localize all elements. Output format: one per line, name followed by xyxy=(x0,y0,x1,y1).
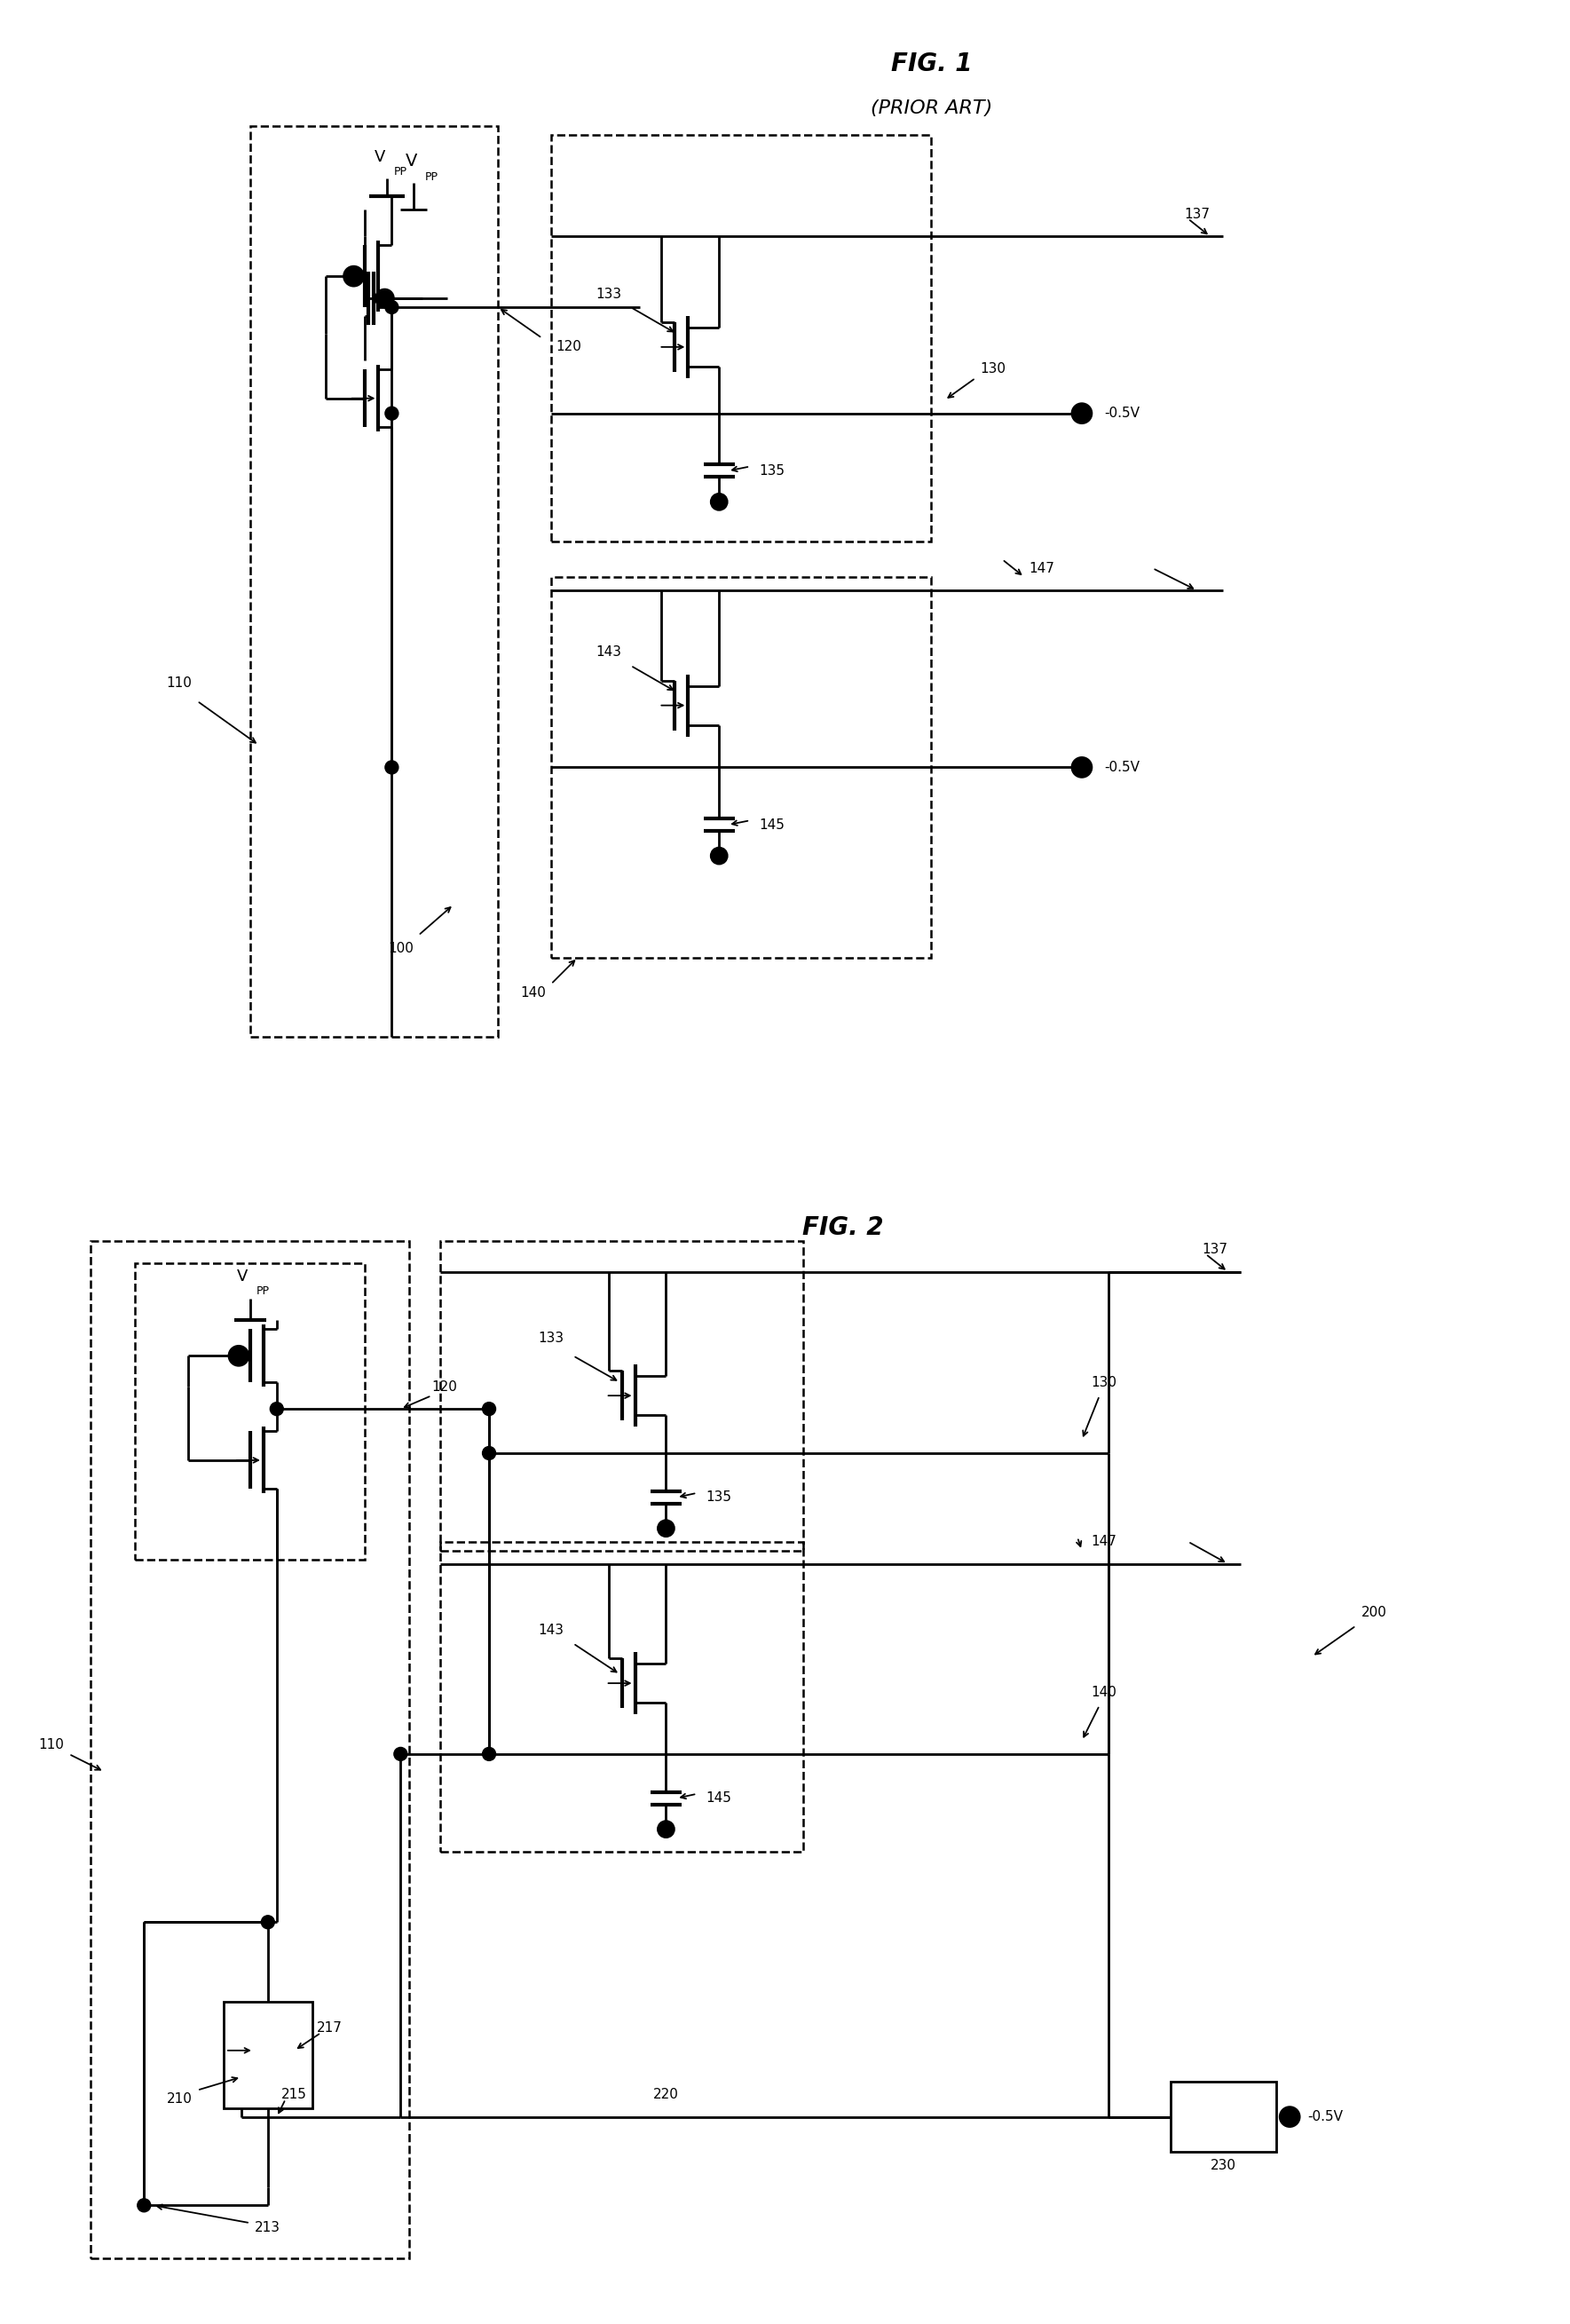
Bar xyxy=(441,1241,804,1550)
Circle shape xyxy=(394,1748,407,1762)
Text: 217: 217 xyxy=(317,2022,342,2036)
Circle shape xyxy=(711,848,727,865)
Circle shape xyxy=(658,1520,674,1536)
Circle shape xyxy=(1072,404,1091,423)
Text: -0.5V: -0.5V xyxy=(1104,760,1140,774)
Text: 147: 147 xyxy=(1028,562,1055,574)
Circle shape xyxy=(261,1915,275,1929)
Text: 140: 140 xyxy=(1091,1685,1116,1699)
Text: V: V xyxy=(374,149,385,165)
Bar xyxy=(551,576,931,957)
Text: FIG. 2: FIG. 2 xyxy=(802,1215,884,1241)
Text: 130: 130 xyxy=(1091,1376,1116,1390)
Text: 120: 120 xyxy=(432,1380,457,1394)
Text: V: V xyxy=(237,1269,248,1285)
Text: -0.5V: -0.5V xyxy=(1308,2110,1342,2124)
Circle shape xyxy=(658,1822,674,1838)
Text: PP: PP xyxy=(424,172,438,184)
Circle shape xyxy=(344,267,363,286)
Bar xyxy=(135,1262,366,1559)
Circle shape xyxy=(270,1401,283,1415)
Circle shape xyxy=(1072,758,1091,776)
Circle shape xyxy=(385,300,399,314)
Text: 137: 137 xyxy=(1184,207,1210,221)
Bar xyxy=(441,1541,804,1852)
Bar xyxy=(250,125,498,1037)
Text: PP: PP xyxy=(256,1285,270,1297)
Bar xyxy=(1170,2082,1276,2152)
Text: 110: 110 xyxy=(166,676,192,690)
Circle shape xyxy=(375,290,394,307)
Circle shape xyxy=(482,1401,496,1415)
Text: -0.5V: -0.5V xyxy=(1104,407,1140,421)
Text: 200: 200 xyxy=(1361,1606,1386,1620)
Text: 147: 147 xyxy=(1091,1534,1116,1548)
Circle shape xyxy=(711,495,727,509)
Text: 145: 145 xyxy=(706,1792,732,1806)
Text: FIG. 1: FIG. 1 xyxy=(890,51,972,77)
Circle shape xyxy=(385,760,399,774)
Text: 133: 133 xyxy=(595,288,622,300)
Circle shape xyxy=(229,1346,248,1367)
Text: V: V xyxy=(405,153,418,170)
Text: PP: PP xyxy=(394,165,407,177)
Text: 120: 120 xyxy=(556,339,581,353)
Circle shape xyxy=(385,407,399,421)
Text: 145: 145 xyxy=(758,818,785,832)
Text: 143: 143 xyxy=(595,646,622,660)
Text: 130: 130 xyxy=(980,363,1006,376)
Text: 220: 220 xyxy=(653,2087,678,2101)
Text: 110: 110 xyxy=(38,1738,64,1752)
Text: 137: 137 xyxy=(1201,1243,1228,1257)
Text: 230: 230 xyxy=(1210,2159,1236,2173)
Text: 215: 215 xyxy=(281,2087,308,2101)
Text: (PRIOR ART): (PRIOR ART) xyxy=(870,100,992,116)
Text: 143: 143 xyxy=(539,1624,564,1636)
Text: 133: 133 xyxy=(539,1332,564,1346)
Text: 210: 210 xyxy=(166,2092,192,2106)
Text: 135: 135 xyxy=(758,465,785,476)
Circle shape xyxy=(482,1748,496,1762)
Bar xyxy=(551,135,931,541)
Text: 213: 213 xyxy=(254,2222,281,2233)
Bar xyxy=(91,1241,410,2259)
Text: 140: 140 xyxy=(521,985,546,999)
Circle shape xyxy=(482,1446,496,1459)
Circle shape xyxy=(1280,2108,1300,2126)
Text: 100: 100 xyxy=(388,941,413,955)
Circle shape xyxy=(138,2199,151,2212)
Text: 135: 135 xyxy=(706,1490,732,1504)
Bar xyxy=(223,2001,312,2108)
